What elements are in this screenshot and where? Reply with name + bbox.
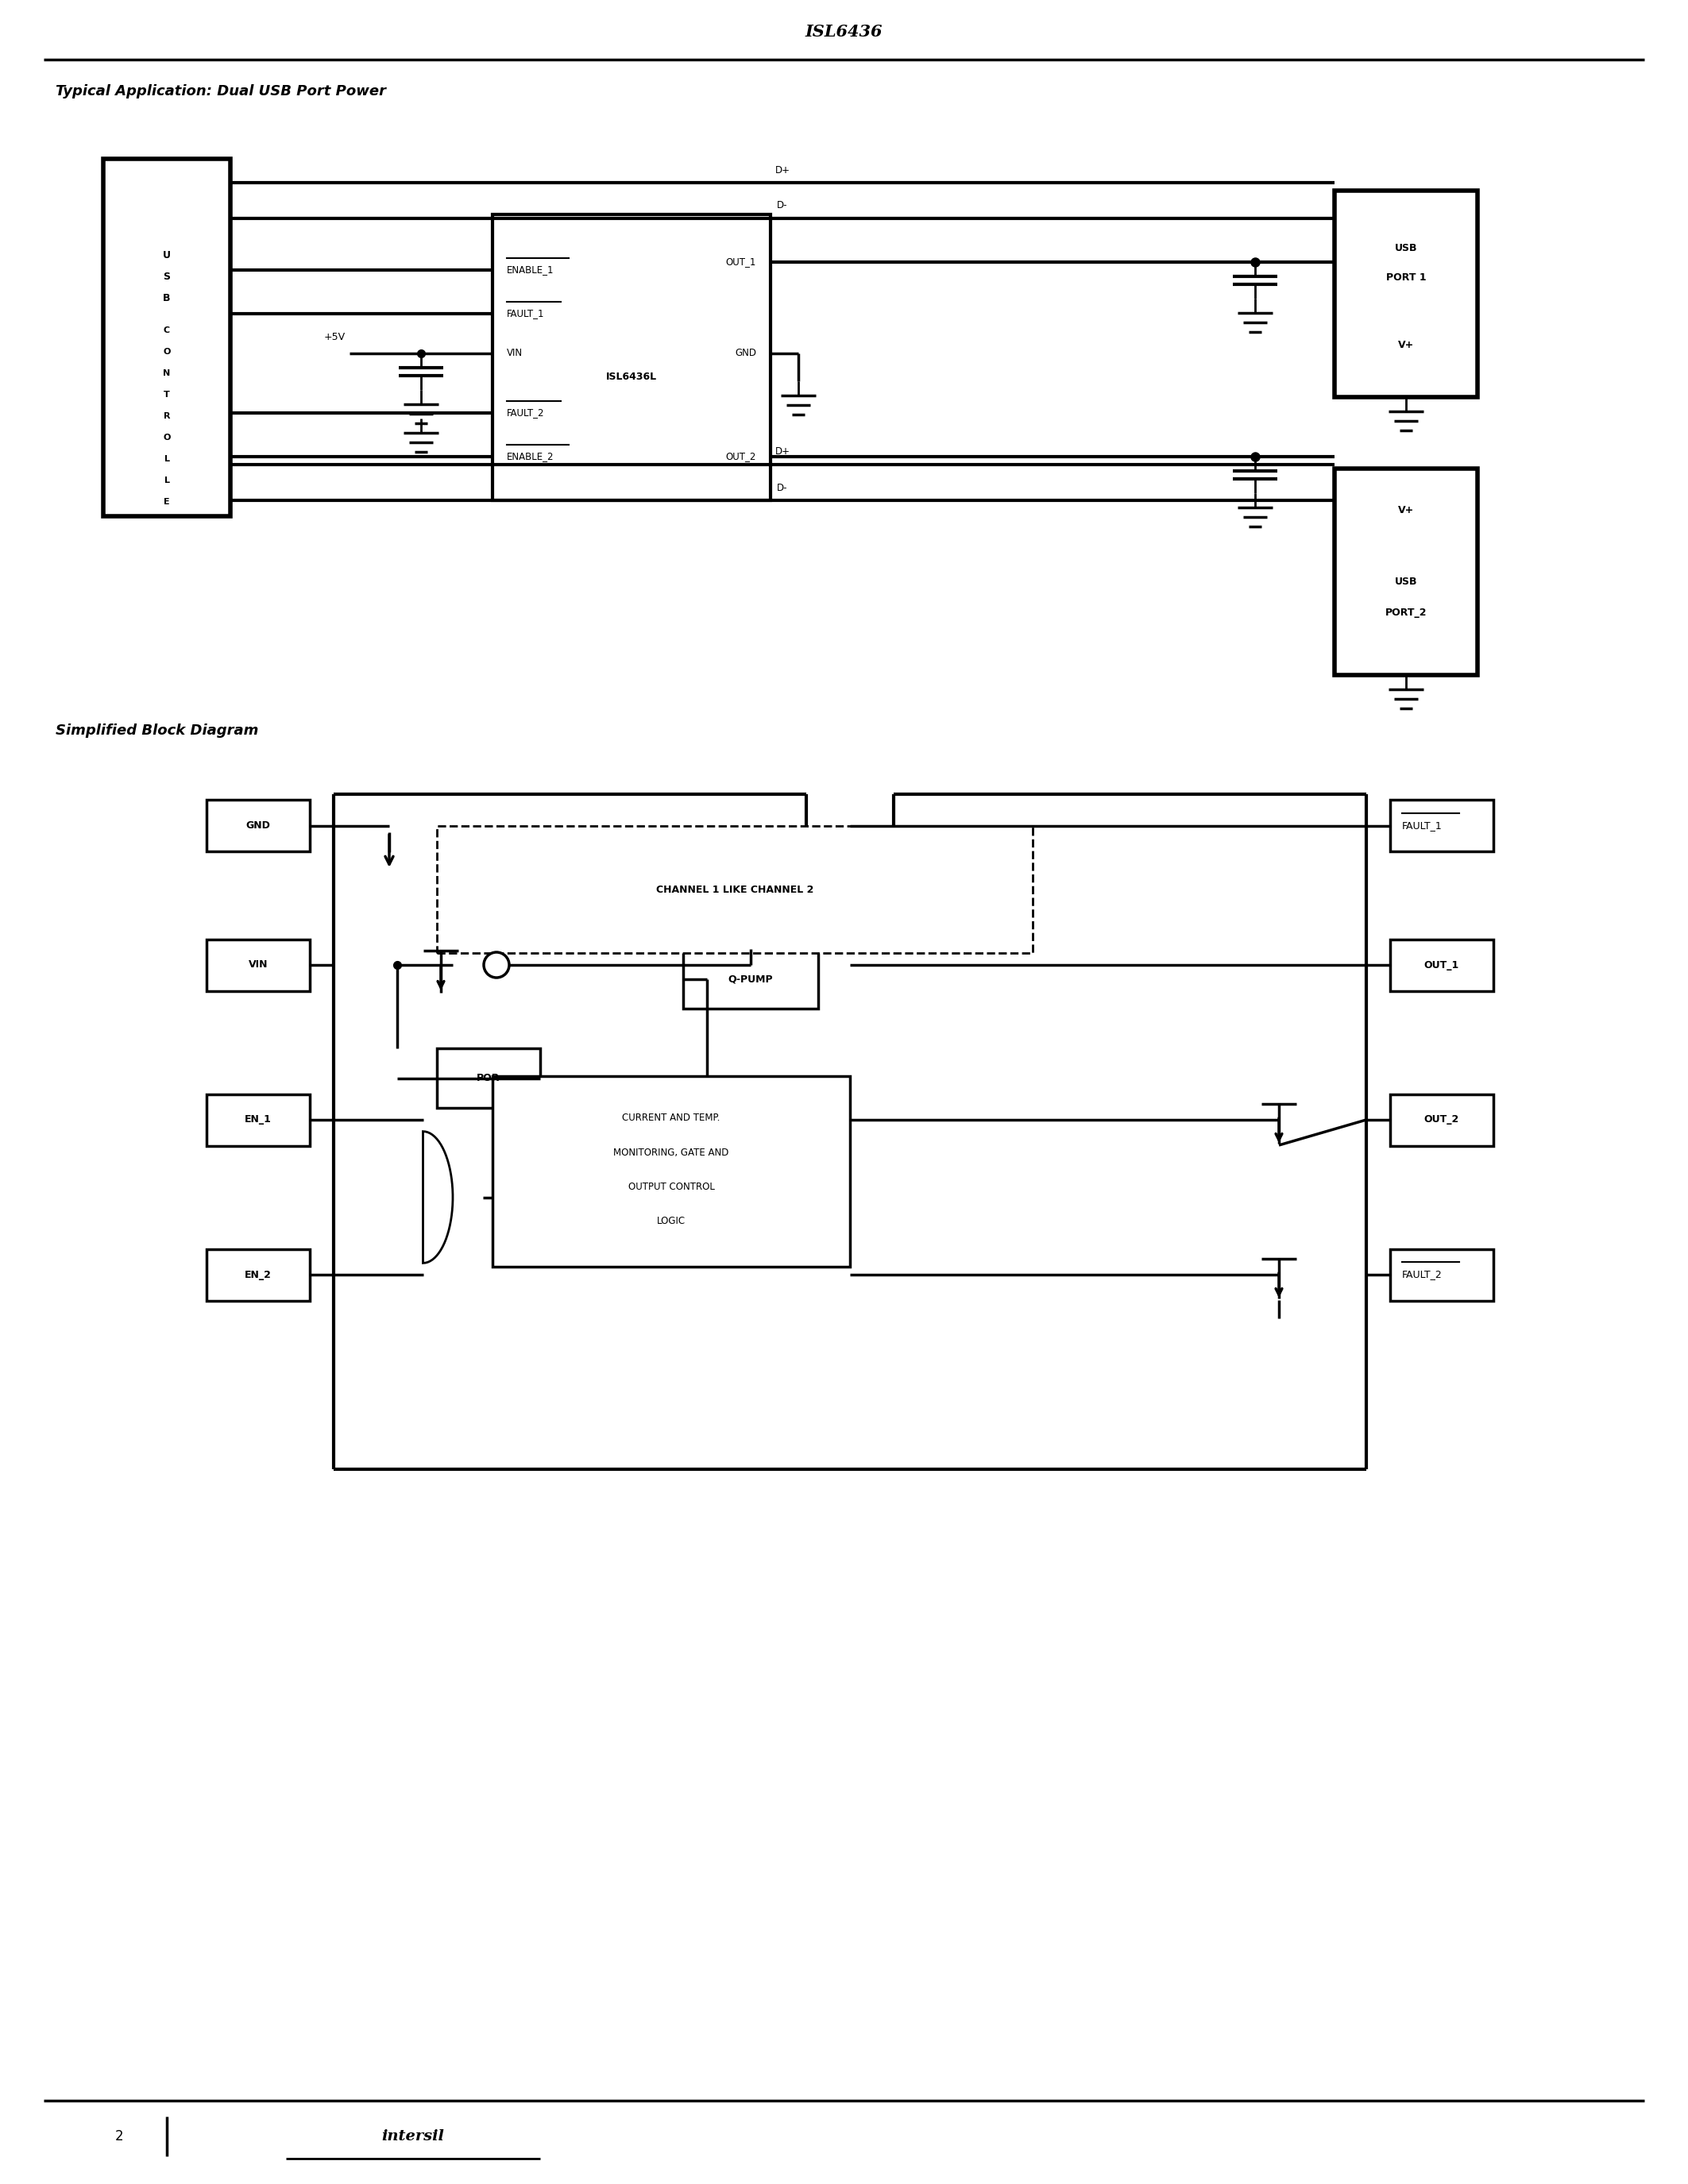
Text: USB: USB	[1394, 577, 1418, 587]
Text: EN_1: EN_1	[245, 1114, 272, 1125]
Bar	[493, 1077, 851, 1267]
Bar	[1391, 939, 1494, 992]
Circle shape	[484, 952, 510, 978]
Text: O: O	[164, 347, 170, 356]
Text: ENABLE_2: ENABLE_2	[506, 452, 554, 461]
Bar	[206, 799, 311, 852]
Bar	[493, 214, 770, 500]
Bar	[1391, 1094, 1494, 1147]
Text: intersil: intersil	[381, 2129, 444, 2143]
Text: D-: D-	[776, 201, 788, 212]
Text: VIN: VIN	[506, 347, 523, 358]
Text: FAULT_1: FAULT_1	[506, 308, 545, 319]
Text: U: U	[162, 251, 170, 260]
Text: R: R	[164, 413, 170, 419]
Text: +5V: +5V	[324, 332, 346, 343]
Bar	[684, 950, 819, 1009]
Text: OUT_2: OUT_2	[726, 452, 756, 461]
Text: E: E	[164, 498, 170, 507]
Text: D+: D+	[775, 164, 790, 175]
Bar	[437, 1048, 540, 1107]
Text: MONITORING, GATE AND: MONITORING, GATE AND	[613, 1147, 729, 1158]
Text: S: S	[164, 271, 170, 282]
Text: T: T	[164, 391, 170, 400]
Text: ISL6436L: ISL6436L	[606, 371, 657, 382]
Text: B: B	[164, 293, 170, 304]
Bar	[1335, 190, 1477, 397]
Text: 2: 2	[115, 2129, 123, 2143]
Text: V+: V+	[1398, 505, 1415, 515]
Text: LOGIC: LOGIC	[657, 1216, 685, 1225]
Bar	[206, 1249, 311, 1299]
Text: FAULT_2: FAULT_2	[1403, 1269, 1442, 1280]
Text: OUT_1: OUT_1	[726, 258, 756, 266]
Text: GND: GND	[246, 821, 270, 832]
Text: OUTPUT CONTROL: OUTPUT CONTROL	[628, 1182, 714, 1192]
Text: CHANNEL 1 LIKE CHANNEL 2: CHANNEL 1 LIKE CHANNEL 2	[657, 885, 814, 895]
Text: ENABLE_1: ENABLE_1	[506, 264, 554, 275]
Polygon shape	[424, 1131, 452, 1262]
Text: PORT 1: PORT 1	[1386, 273, 1426, 282]
Text: FAULT_2: FAULT_2	[506, 408, 545, 417]
Text: GND: GND	[734, 347, 756, 358]
Text: OUT_2: OUT_2	[1425, 1114, 1460, 1125]
Text: Q-PUMP: Q-PUMP	[728, 974, 773, 985]
Text: N: N	[164, 369, 170, 378]
Text: PORT_2: PORT_2	[1386, 607, 1426, 618]
Text: USB: USB	[1394, 242, 1418, 253]
Text: C: C	[164, 325, 170, 334]
Text: O: O	[164, 435, 170, 441]
Text: L: L	[164, 476, 169, 485]
Text: D+: D+	[775, 448, 790, 456]
Text: FAULT_1: FAULT_1	[1403, 821, 1442, 832]
Bar	[1391, 1249, 1494, 1299]
Text: OUT_1: OUT_1	[1425, 959, 1460, 970]
Text: VIN: VIN	[248, 959, 268, 970]
Text: POR: POR	[478, 1072, 500, 1083]
Text: L: L	[164, 454, 169, 463]
Text: Simplified Block Diagram: Simplified Block Diagram	[56, 723, 258, 738]
Bar	[1335, 470, 1477, 675]
Text: ISL6436: ISL6436	[805, 24, 883, 39]
Bar	[206, 939, 311, 992]
Text: EN_2: EN_2	[245, 1269, 272, 1280]
Text: D-: D-	[776, 483, 788, 494]
Text: Typical Application: Dual USB Port Power: Typical Application: Dual USB Port Power	[56, 85, 387, 98]
Bar	[1391, 799, 1494, 852]
Text: CURRENT AND TEMP.: CURRENT AND TEMP.	[623, 1114, 721, 1123]
Text: V+: V+	[1398, 341, 1415, 352]
Bar	[437, 826, 1033, 952]
Bar	[206, 1094, 311, 1147]
Bar	[103, 159, 230, 515]
